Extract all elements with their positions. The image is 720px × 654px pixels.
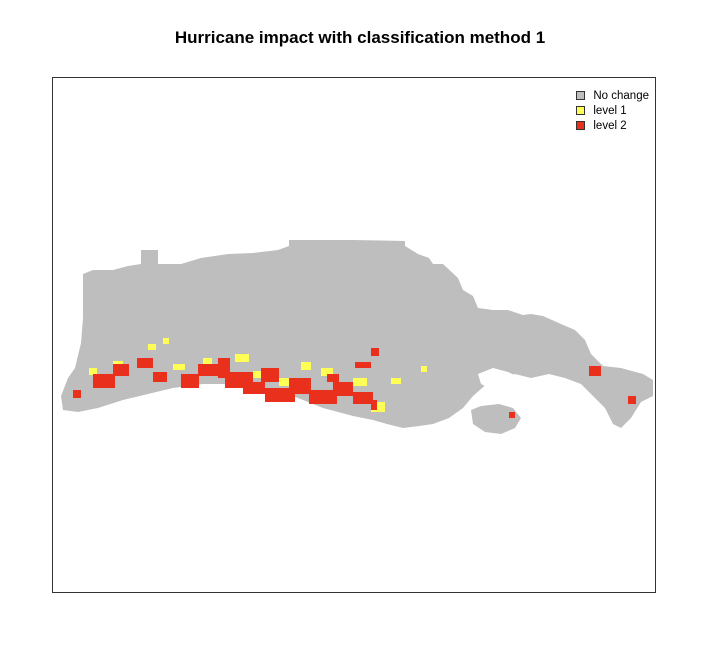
level-2-areas	[73, 348, 636, 418]
level-1-areas	[89, 338, 427, 412]
legend-item-no-change: No change	[576, 88, 649, 103]
legend-label: level 2	[593, 119, 627, 132]
map-legend: No change level 1 level 2	[576, 88, 649, 133]
map-frame: No change level 1 level 2	[52, 77, 656, 593]
landmass	[61, 240, 653, 428]
legend-swatch-no-change	[576, 91, 586, 100]
legend-item-level-1: level 1	[576, 103, 649, 118]
legend-swatch-level-1	[576, 106, 586, 115]
legend-label: level 1	[593, 104, 627, 117]
legend-swatch-level-2	[576, 121, 586, 130]
impact-map	[61, 240, 653, 434]
legend-label: No change	[593, 89, 649, 102]
island	[471, 404, 521, 434]
inlet	[478, 368, 523, 390]
map-title: Hurricane impact with classification met…	[174, 28, 546, 47]
legend-item-level-2: level 2	[576, 118, 649, 133]
